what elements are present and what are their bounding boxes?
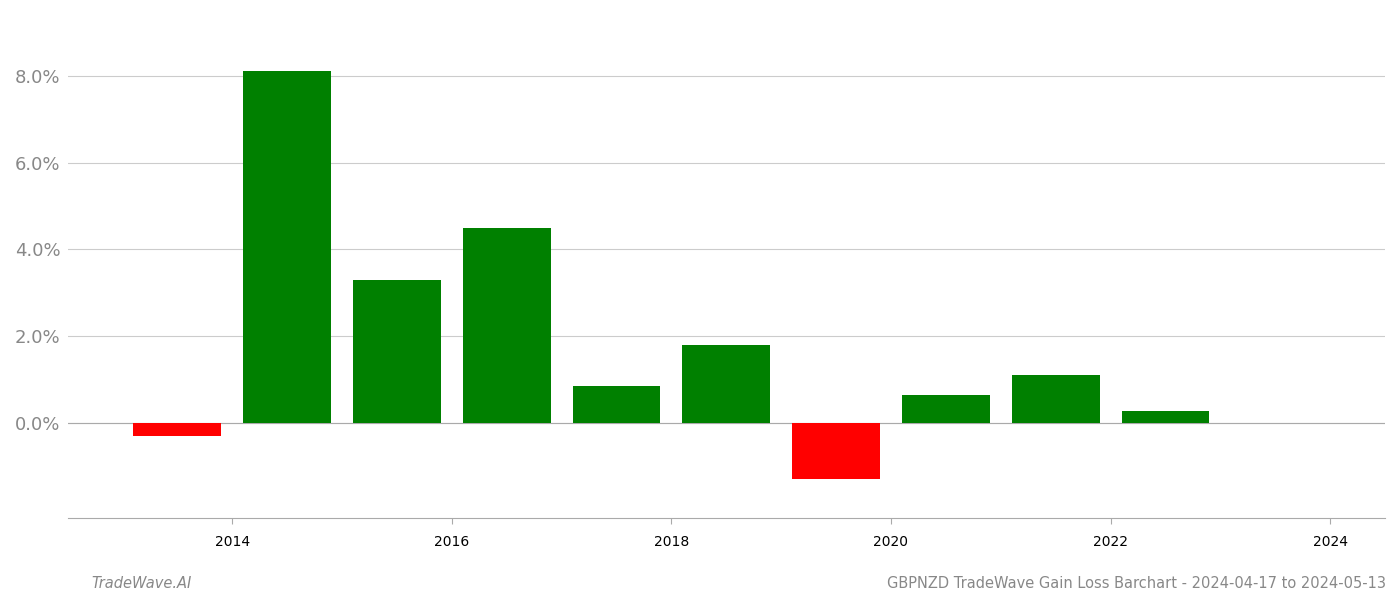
- Bar: [573, 386, 661, 423]
- Text: TradeWave.AI: TradeWave.AI: [91, 576, 192, 591]
- Bar: [463, 227, 550, 423]
- Bar: [1012, 375, 1099, 423]
- Text: GBPNZD TradeWave Gain Loss Barchart - 2024-04-17 to 2024-05-13: GBPNZD TradeWave Gain Loss Barchart - 20…: [888, 576, 1386, 591]
- Bar: [1121, 411, 1210, 423]
- Bar: [792, 423, 881, 479]
- Bar: [353, 280, 441, 423]
- Bar: [682, 345, 770, 423]
- Bar: [244, 71, 330, 423]
- Bar: [902, 395, 990, 423]
- Bar: [133, 423, 221, 436]
